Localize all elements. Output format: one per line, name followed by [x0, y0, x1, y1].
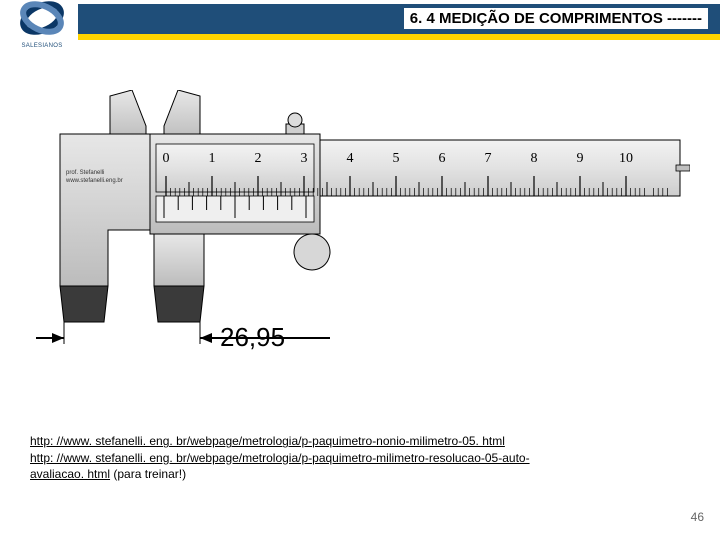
logo-icon — [6, 0, 78, 36]
svg-text:1: 1 — [209, 151, 216, 166]
svg-text:www.stefanelli.eng.br: www.stefanelli.eng.br — [65, 178, 123, 184]
svg-text:10: 10 — [619, 151, 633, 166]
logo-caption: SALESIANOS — [6, 43, 78, 49]
caliper-svg: 0 1 2 3 4 5 6 7 8 9 10 prof. Stefanelli www.stefanel… — [30, 90, 690, 350]
svg-text:9: 9 — [577, 151, 584, 166]
svg-text:8: 8 — [531, 151, 538, 166]
svg-text:prof. Stefanelli: prof. Stefanelli — [66, 170, 104, 176]
page-number: 46 — [691, 510, 704, 524]
link-2-suffix: (para treinar!) — [110, 467, 186, 481]
svg-text:4: 4 — [347, 151, 354, 166]
link-2b[interactable]: avaliacao. html — [30, 467, 110, 481]
slide: 6. 4 MEDIÇÃO DE COMPRIMENTOS ------- SAL… — [0, 0, 720, 540]
link-2a[interactable]: http: //www. stefanelli. eng. br/webpage… — [30, 451, 530, 465]
svg-text:0: 0 — [163, 151, 170, 166]
svg-text:26,95: 26,95 — [220, 322, 285, 350]
svg-text:3: 3 — [301, 151, 308, 166]
link-1[interactable]: http: //www. stefanelli. eng. br/webpage… — [30, 434, 505, 448]
page-title: 6. 4 MEDIÇÃO DE COMPRIMENTOS ------- — [404, 8, 708, 29]
svg-text:5: 5 — [393, 151, 400, 166]
caliper-figure: 0 1 2 3 4 5 6 7 8 9 10 prof. Stefanelli www.stefanel… — [30, 90, 690, 330]
logo: SALESIANOS — [6, 0, 78, 46]
svg-text:2: 2 — [255, 151, 262, 166]
header: 6. 4 MEDIÇÃO DE COMPRIMENTOS ------- SAL… — [0, 0, 720, 44]
svg-text:6: 6 — [439, 151, 446, 166]
header-yellow-bar — [78, 34, 720, 40]
svg-text:7: 7 — [485, 151, 492, 166]
links-block: http: //www. stefanelli. eng. br/webpage… — [30, 433, 690, 482]
